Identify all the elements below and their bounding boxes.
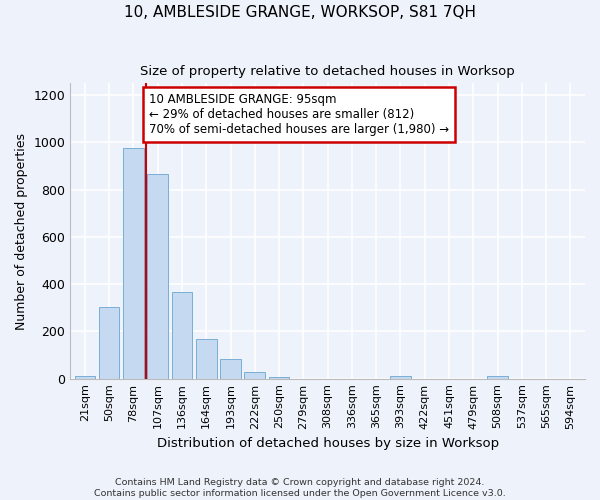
Text: 10, AMBLESIDE GRANGE, WORKSOP, S81 7QH: 10, AMBLESIDE GRANGE, WORKSOP, S81 7QH	[124, 5, 476, 20]
Y-axis label: Number of detached properties: Number of detached properties	[15, 132, 28, 330]
X-axis label: Distribution of detached houses by size in Worksop: Distribution of detached houses by size …	[157, 437, 499, 450]
Bar	[220, 358, 241, 378]
Bar	[390, 376, 411, 378]
Bar	[487, 376, 508, 378]
Bar	[123, 148, 144, 378]
Bar	[148, 174, 168, 378]
Bar	[74, 376, 95, 378]
Bar	[99, 306, 119, 378]
Text: Contains HM Land Registry data © Crown copyright and database right 2024.
Contai: Contains HM Land Registry data © Crown c…	[94, 478, 506, 498]
Text: 10 AMBLESIDE GRANGE: 95sqm
← 29% of detached houses are smaller (812)
70% of sem: 10 AMBLESIDE GRANGE: 95sqm ← 29% of deta…	[149, 93, 449, 136]
Bar	[244, 372, 265, 378]
Title: Size of property relative to detached houses in Worksop: Size of property relative to detached ho…	[140, 65, 515, 78]
Bar	[196, 338, 217, 378]
Bar	[172, 292, 192, 378]
